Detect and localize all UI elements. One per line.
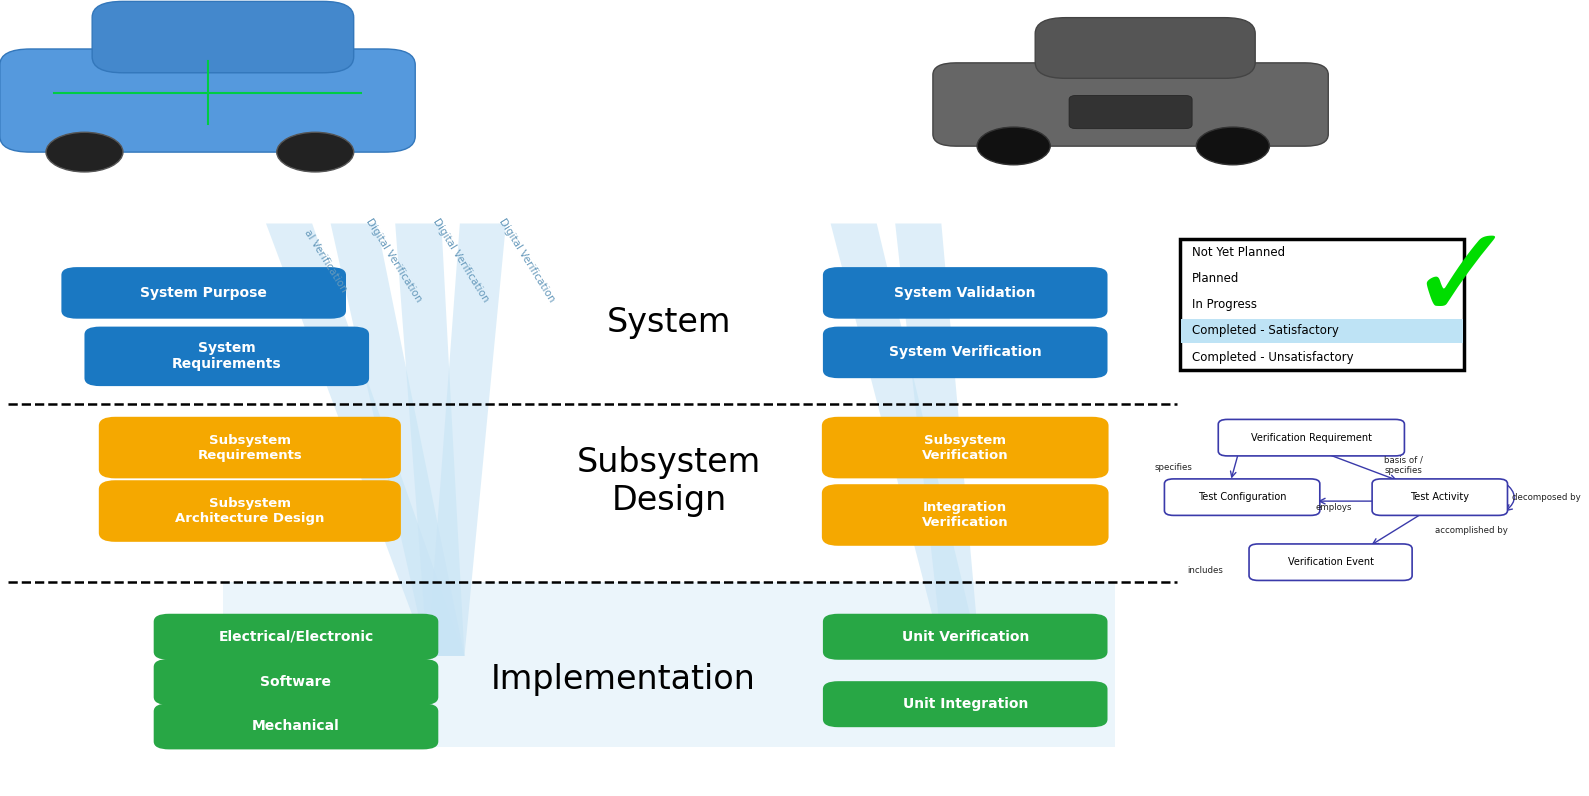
- Text: Test Activity: Test Activity: [1411, 492, 1470, 502]
- Text: accomplished by: accomplished by: [1435, 526, 1508, 535]
- Text: Verification Requirement: Verification Requirement: [1251, 433, 1371, 443]
- Text: decomposed by: decomposed by: [1513, 493, 1581, 501]
- Text: System Purpose: System Purpose: [140, 286, 267, 300]
- Circle shape: [1197, 127, 1270, 165]
- FancyBboxPatch shape: [823, 267, 1108, 318]
- FancyBboxPatch shape: [84, 326, 369, 386]
- Text: employs: employs: [1316, 503, 1352, 512]
- FancyBboxPatch shape: [154, 659, 439, 705]
- FancyBboxPatch shape: [823, 614, 1108, 660]
- Text: Subsystem
Requirements: Subsystem Requirements: [197, 434, 302, 462]
- Text: In Progress: In Progress: [1192, 298, 1257, 311]
- Text: System Validation: System Validation: [895, 286, 1036, 300]
- FancyBboxPatch shape: [1069, 96, 1192, 129]
- Text: Unit Verification: Unit Verification: [901, 630, 1030, 644]
- Text: System: System: [607, 306, 731, 339]
- Text: Completed - Unsatisfactory: Completed - Unsatisfactory: [1192, 351, 1354, 364]
- Circle shape: [276, 132, 354, 172]
- FancyBboxPatch shape: [823, 326, 1108, 378]
- FancyBboxPatch shape: [62, 267, 346, 318]
- FancyBboxPatch shape: [100, 482, 400, 540]
- FancyBboxPatch shape: [1249, 544, 1413, 580]
- FancyBboxPatch shape: [154, 614, 439, 660]
- FancyBboxPatch shape: [1373, 479, 1508, 515]
- FancyBboxPatch shape: [823, 486, 1108, 544]
- Text: Software: Software: [261, 675, 332, 689]
- Polygon shape: [265, 224, 464, 656]
- FancyBboxPatch shape: [154, 704, 439, 749]
- Text: Planned: Planned: [1192, 272, 1239, 285]
- Text: Digital Verification: Digital Verification: [431, 217, 491, 304]
- FancyBboxPatch shape: [1181, 318, 1463, 343]
- Polygon shape: [895, 224, 980, 656]
- Text: Unit Integration: Unit Integration: [903, 697, 1028, 711]
- FancyBboxPatch shape: [1219, 419, 1405, 456]
- Text: Digital Verification: Digital Verification: [497, 217, 558, 304]
- Text: Completed - Satisfactory: Completed - Satisfactory: [1192, 325, 1340, 338]
- Text: System Verification: System Verification: [888, 345, 1041, 359]
- FancyBboxPatch shape: [1179, 240, 1465, 370]
- Text: Mechanical: Mechanical: [253, 720, 340, 733]
- Polygon shape: [396, 224, 464, 656]
- Text: includes: includes: [1187, 567, 1224, 576]
- FancyBboxPatch shape: [1165, 479, 1320, 515]
- FancyBboxPatch shape: [823, 418, 1108, 478]
- Polygon shape: [331, 224, 464, 656]
- FancyBboxPatch shape: [92, 2, 354, 72]
- FancyBboxPatch shape: [100, 418, 400, 478]
- Polygon shape: [222, 582, 1115, 747]
- Text: Subsystem
Architecture Design: Subsystem Architecture Design: [175, 497, 324, 525]
- Text: Test Configuration: Test Configuration: [1198, 492, 1287, 502]
- Text: al Verification: al Verification: [302, 228, 350, 294]
- Text: Digital Verification: Digital Verification: [364, 217, 423, 304]
- Text: Subsystem
Verification: Subsystem Verification: [922, 434, 1009, 462]
- Text: Electrical/Electronic: Electrical/Electronic: [218, 630, 373, 644]
- Text: specifies: specifies: [1154, 463, 1192, 472]
- FancyBboxPatch shape: [933, 63, 1328, 146]
- Text: Integration
Verification: Integration Verification: [922, 501, 1009, 529]
- Text: Verification Event: Verification Event: [1287, 557, 1373, 568]
- Text: Subsystem
Design: Subsystem Design: [577, 446, 761, 517]
- Circle shape: [46, 132, 122, 172]
- Text: basis of /
specifies: basis of / specifies: [1384, 456, 1424, 475]
- Text: System
Requirements: System Requirements: [172, 341, 281, 372]
- FancyBboxPatch shape: [1034, 18, 1255, 78]
- Polygon shape: [831, 224, 980, 656]
- Text: ✓: ✓: [1406, 220, 1516, 346]
- FancyBboxPatch shape: [823, 681, 1108, 728]
- Polygon shape: [427, 224, 505, 656]
- Text: Implementation: Implementation: [491, 663, 755, 696]
- FancyBboxPatch shape: [0, 49, 415, 152]
- Circle shape: [977, 127, 1050, 165]
- Text: Not Yet Planned: Not Yet Planned: [1192, 246, 1286, 259]
